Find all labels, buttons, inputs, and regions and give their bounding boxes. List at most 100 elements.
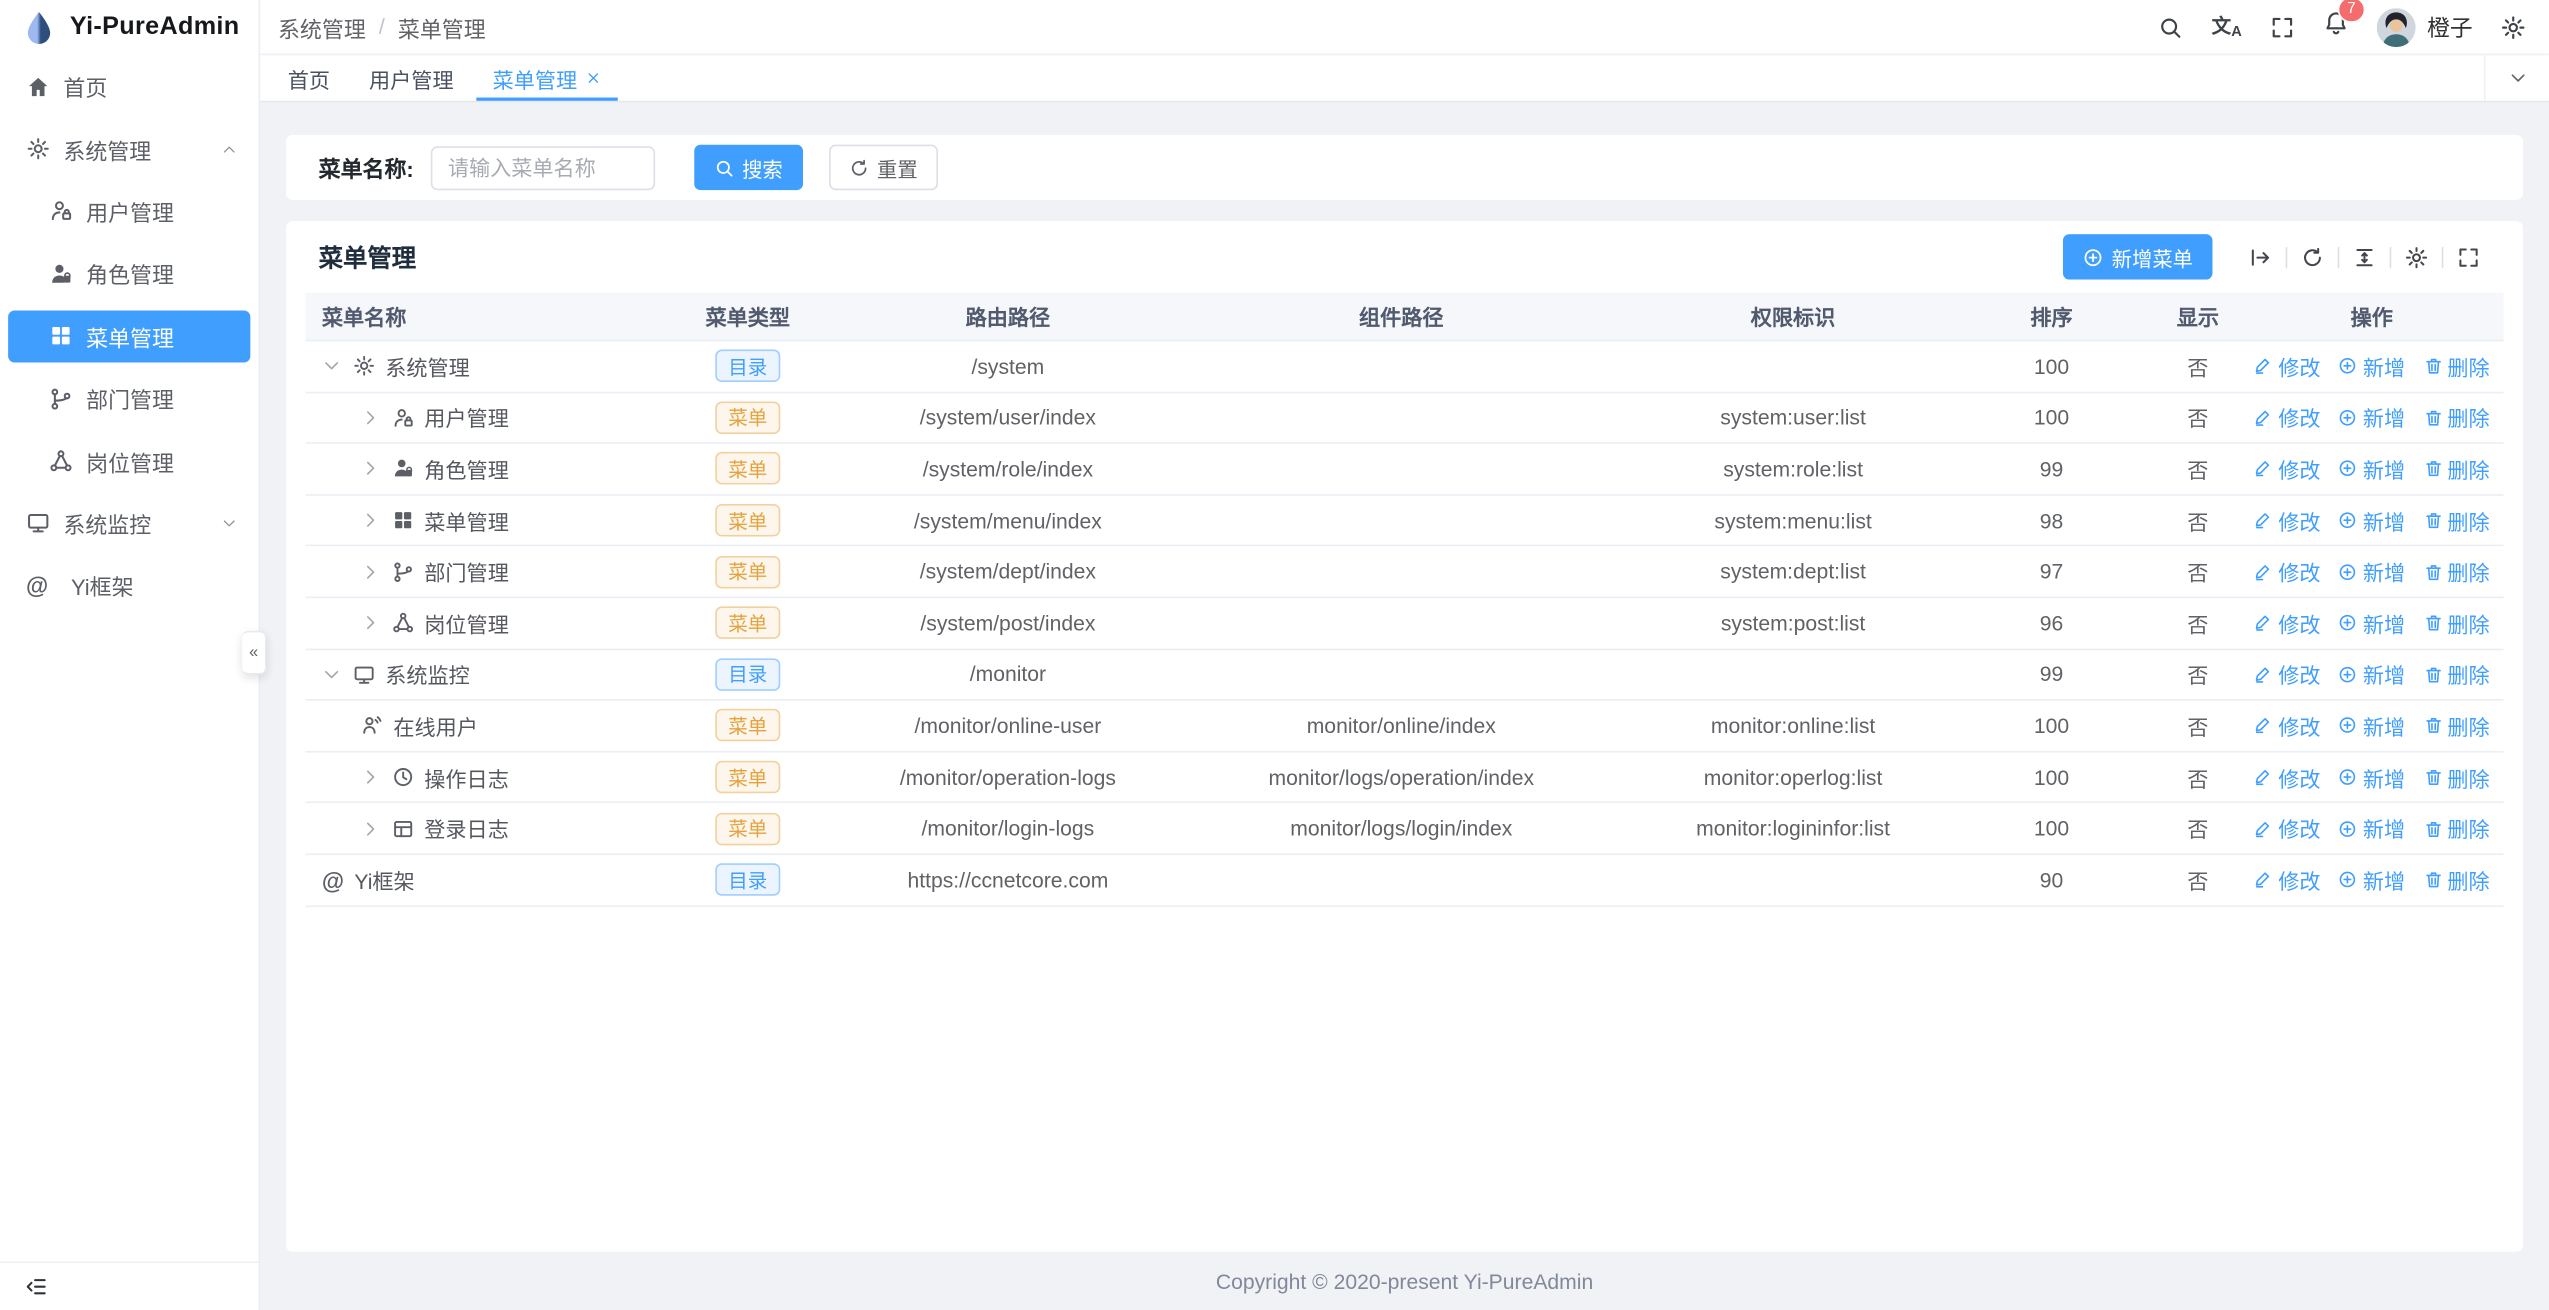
fullscreen-icon[interactable] <box>2269 14 2295 40</box>
op-新增-link[interactable]: 新增 <box>2338 710 2405 741</box>
breadcrumb-item[interactable]: 系统管理 <box>277 17 366 42</box>
op-新增-link[interactable]: 新增 <box>2338 659 2405 690</box>
op-新增-link[interactable]: 新增 <box>2338 351 2405 382</box>
op-修改-link[interactable]: 修改 <box>2254 710 2321 741</box>
op-新增-link[interactable]: 新增 <box>2338 505 2405 536</box>
op-删除-link[interactable]: 删除 <box>2423 556 2490 587</box>
settings-gear-icon[interactable] <box>2500 14 2526 40</box>
op-修改-link[interactable]: 修改 <box>2254 608 2321 639</box>
table-row: @ Yi框架 目录 https://ccnetcore.com 90 否 修改 新增 删除 <box>305 855 2504 907</box>
op-修改-link[interactable]: 修改 <box>2254 762 2321 793</box>
cell-component-path: monitor/logs/operation/index <box>1268 764 1535 790</box>
sidebar-menu: 首页系统管理用户管理 角色管理 菜单管理 部门管理 岗位管理 系统监控 @ Yi框架 <box>0 55 258 1261</box>
sidebar-item-label: 系统管理 <box>63 139 152 164</box>
sidebar-item-用户管理[interactable]: 用户管理 <box>0 180 258 242</box>
cell-permission: monitor:logininfor:list <box>1696 816 1890 841</box>
cell-component-path <box>1164 650 1639 700</box>
op-修改-link[interactable]: 修改 <box>2254 454 2321 485</box>
op-新增-link[interactable]: 新增 <box>2338 813 2405 844</box>
cell-menu-name: 岗位管理 <box>306 598 644 648</box>
tree-expand-arrow-icon[interactable] <box>361 562 381 582</box>
op-修改-link[interactable]: 修改 <box>2254 505 2321 536</box>
monitor-icon <box>26 511 50 535</box>
tab-actions-dropdown[interactable] <box>2483 55 2549 101</box>
search-icon[interactable] <box>2158 14 2184 40</box>
tag-menu: 菜单 <box>715 760 781 794</box>
op-新增-link[interactable]: 新增 <box>2338 402 2405 433</box>
gear-icon[interactable] <box>2404 245 2428 269</box>
op-删除-link[interactable]: 删除 <box>2423 864 2490 895</box>
tab-用户管理[interactable]: 用户管理 <box>350 55 474 101</box>
op-新增-link[interactable]: 新增 <box>2338 454 2405 485</box>
op-label: 修改 <box>2278 561 2321 586</box>
cell-sort: 90 <box>2039 867 2064 893</box>
search-button[interactable]: 搜索 <box>693 144 803 191</box>
tree-collapse-arrow-icon[interactable] <box>322 665 342 685</box>
sidebar-item-Yi框架[interactable]: @ Yi框架 <box>0 555 258 617</box>
tab-label: 用户管理 <box>369 67 454 92</box>
sidebar-item-部门管理[interactable]: 部门管理 <box>0 367 258 429</box>
cell-permission: system:dept:list <box>1720 559 1866 584</box>
op-删除-link[interactable]: 删除 <box>2423 505 2490 536</box>
reset-button[interactable]: 重置 <box>828 144 938 191</box>
op-删除-link[interactable]: 删除 <box>2423 608 2490 639</box>
op-删除-link[interactable]: 删除 <box>2423 402 2490 433</box>
op-新增-link[interactable]: 新增 <box>2338 556 2405 587</box>
table-row: 用户管理 菜单/system/user/index system:user:list… <box>305 393 2504 445</box>
menu-fold-icon[interactable] <box>24 1275 48 1299</box>
cell-sort: 100 <box>2033 764 2070 790</box>
op-修改-link[interactable]: 修改 <box>2254 864 2321 895</box>
tag-menu: 菜单 <box>715 812 781 845</box>
refresh-icon[interactable] <box>2300 245 2324 269</box>
tree-expand-arrow-icon[interactable] <box>361 459 381 479</box>
tree-expand-arrow-icon[interactable] <box>361 613 381 633</box>
op-修改-link[interactable]: 修改 <box>2254 351 2321 382</box>
op-删除-link[interactable]: 删除 <box>2423 659 2490 690</box>
tab-菜单管理[interactable]: 菜单管理 <box>473 55 621 101</box>
tab-首页[interactable]: 首页 <box>268 55 349 101</box>
density-icon[interactable] <box>2352 245 2376 269</box>
op-删除-link[interactable]: 删除 <box>2423 454 2490 485</box>
menu-name-input[interactable] <box>429 145 655 190</box>
sidebar-item-角色管理[interactable]: 角色管理 <box>0 242 258 304</box>
plus-circle-icon <box>2338 356 2358 376</box>
cell-operations: 修改 新增 删除 <box>2240 393 2503 443</box>
tree-expand-arrow-icon[interactable] <box>361 511 381 531</box>
edit-icon <box>2254 562 2274 582</box>
sidebar-item-岗位管理[interactable]: 岗位管理 <box>0 430 258 492</box>
op-修改-link[interactable]: 修改 <box>2254 813 2321 844</box>
sidebar-item-系统监控[interactable]: 系统监控 <box>0 492 258 554</box>
op-新增-link[interactable]: 新增 <box>2338 608 2405 639</box>
notification-bell[interactable]: 7 <box>2323 0 2366 44</box>
user-menu[interactable]: 橙子 <box>2376 7 2473 47</box>
search-field-label: 菜单名称: <box>318 157 414 183</box>
cell-menu-name: 角色管理 <box>306 444 644 494</box>
op-删除-link[interactable]: 删除 <box>2423 710 2490 741</box>
sidebar-collapse-button[interactable]: « <box>242 630 267 675</box>
plus-circle-icon <box>2338 870 2358 890</box>
cell-menu-type: 目录 <box>644 341 852 391</box>
menu-name-text: Yi框架 <box>354 869 415 894</box>
sidebar-item-菜单管理[interactable]: 菜单管理 <box>8 309 251 363</box>
sidebar-item-首页[interactable]: 首页 <box>0 55 258 117</box>
op-删除-link[interactable]: 删除 <box>2423 351 2490 382</box>
arrow-bar-right-icon[interactable] <box>2248 245 2272 269</box>
tree-expand-arrow-icon[interactable] <box>361 408 381 428</box>
tree-collapse-arrow-icon[interactable] <box>322 356 342 376</box>
clock-icon <box>392 766 415 789</box>
fullscreen-icon[interactable] <box>2456 245 2480 269</box>
tree-expand-arrow-icon[interactable] <box>361 819 381 839</box>
op-新增-link[interactable]: 新增 <box>2338 762 2405 793</box>
sidebar-item-系统管理[interactable]: 系统管理 <box>0 118 258 180</box>
tab-close-icon[interactable] <box>585 70 601 86</box>
op-修改-link[interactable]: 修改 <box>2254 659 2321 690</box>
tree-expand-arrow-icon[interactable] <box>361 767 381 787</box>
op-新增-link[interactable]: 新增 <box>2338 864 2405 895</box>
op-修改-link[interactable]: 修改 <box>2254 402 2321 433</box>
op-修改-link[interactable]: 修改 <box>2254 556 2321 587</box>
collapse-glyph: « <box>249 643 259 662</box>
op-删除-link[interactable]: 删除 <box>2423 762 2490 793</box>
op-删除-link[interactable]: 删除 <box>2423 813 2490 844</box>
add-menu-button[interactable]: 新增菜单 <box>2062 234 2213 280</box>
